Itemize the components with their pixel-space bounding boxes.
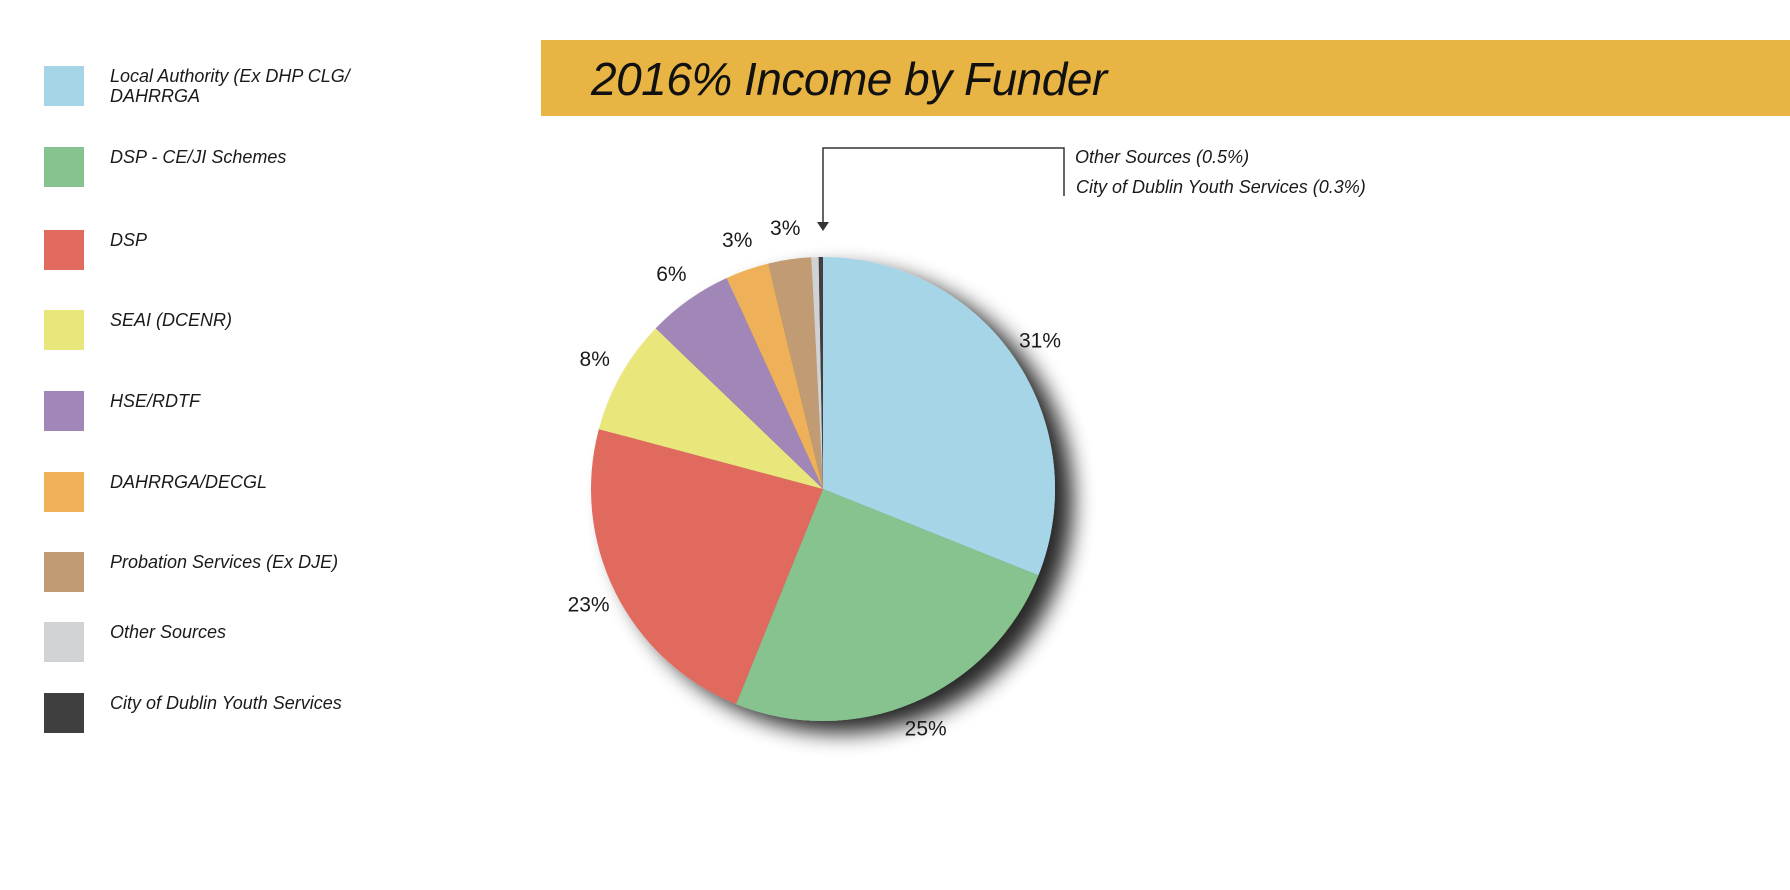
- pie-slice-6: [768, 257, 823, 489]
- legend-swatch: [44, 693, 84, 733]
- pie-label-4: 6%: [656, 263, 686, 286]
- pie-label-5: 3%: [722, 229, 752, 252]
- pie-slice-4: [655, 277, 823, 489]
- legend-label: Probation Services (Ex DJE): [110, 552, 339, 572]
- pie-slice-0: [823, 257, 1055, 576]
- legend-item-local-authority: Local Authority (Ex DHP CLG/ DAHRRGA: [44, 66, 424, 106]
- legend-swatch: [44, 310, 84, 350]
- callout-line: [822, 147, 1065, 226]
- legend-label: DSP: [110, 230, 148, 250]
- legend-label: DAHRRGA/DECGL: [110, 472, 268, 492]
- legend-item-hse-rdtf: HSE/RDTF: [44, 391, 424, 431]
- legend-label: DSP - CE/JI Schemes: [110, 147, 287, 167]
- pie-slice-5: [726, 263, 823, 489]
- legend-item-probation: Probation Services (Ex DJE): [44, 552, 424, 592]
- legend-item-dahrrga-decgl: DAHRRGA/DECGL: [44, 472, 424, 512]
- legend-swatch: [44, 622, 84, 662]
- legend-swatch: [44, 66, 84, 106]
- pie-label-6: 3%: [770, 217, 800, 240]
- legend-label: HSE/RDTF: [110, 391, 200, 411]
- title-bar: 2016% Income by Funder: [541, 40, 1790, 116]
- pie-slice-7: [811, 257, 823, 489]
- pie-label-3: 8%: [580, 348, 610, 371]
- legend-swatch: [44, 472, 84, 512]
- pie-label-0: 31%: [1019, 330, 1061, 353]
- pie-label-1: 25%: [905, 718, 947, 741]
- legend-item-cdys: City of Dublin Youth Services: [44, 693, 424, 733]
- pie-slices: [590, 257, 1055, 721]
- callout-label-cdys: City of Dublin Youth Services (0.3%): [1076, 177, 1366, 197]
- pie-slice-8: [818, 257, 823, 489]
- pie-slice-2: [590, 429, 823, 705]
- legend-item-dsp-ce-ji: DSP - CE/JI Schemes: [44, 147, 424, 187]
- pie-labels: 31% 25% 23% 8% 6% 3% 3%: [568, 217, 1061, 740]
- legend-swatch: [44, 230, 84, 270]
- legend-item-seai: SEAI (DCENR): [44, 310, 424, 350]
- legend-swatch: [44, 147, 84, 187]
- pie-slice-3: [598, 328, 823, 489]
- legend-label: Local Authority (Ex DHP CLG/ DAHRRGA: [110, 66, 350, 106]
- legend-swatch: [44, 552, 84, 592]
- callout-arrow-icon: [817, 222, 829, 231]
- pie-slice-1: [736, 489, 1039, 721]
- callout-label-other-sources: Other Sources (0.5%): [1075, 147, 1249, 167]
- callout: Other Sources (0.5%) City of Dublin Yout…: [817, 147, 1366, 231]
- legend-label: City of Dublin Youth Services: [110, 693, 342, 713]
- legend-item-dsp: DSP: [44, 230, 424, 270]
- pie-label-2: 23%: [568, 594, 610, 617]
- legend-label: Other Sources: [110, 622, 227, 642]
- legend-swatch: [44, 391, 84, 431]
- chart-title: 2016% Income by Funder: [591, 53, 1107, 105]
- legend-label: SEAI (DCENR): [110, 310, 233, 330]
- legend-item-other-sources: Other Sources: [44, 622, 424, 662]
